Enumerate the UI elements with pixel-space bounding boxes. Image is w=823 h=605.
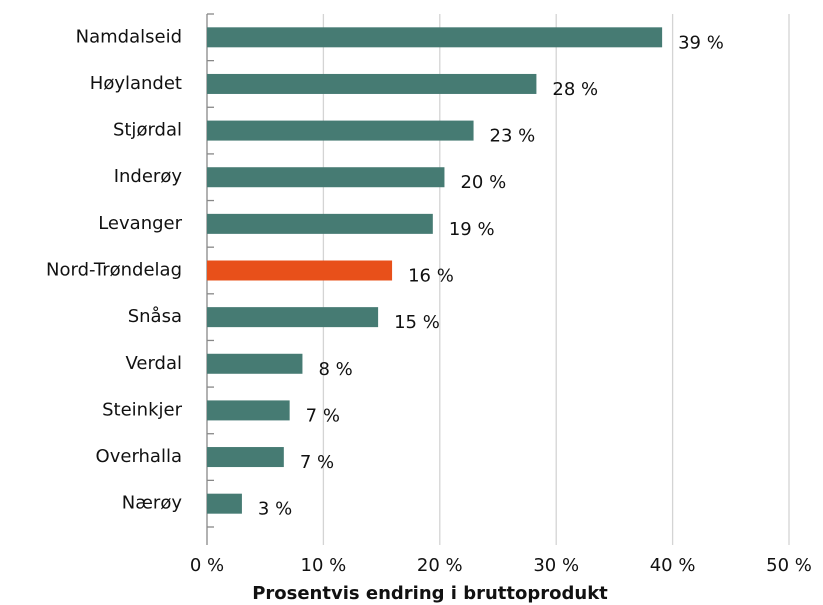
x-tick-label: 20 % bbox=[417, 555, 463, 576]
x-tick-label: 10 % bbox=[301, 555, 347, 576]
bar bbox=[207, 400, 290, 421]
y-tick-label: Verdal bbox=[125, 353, 182, 374]
bar bbox=[207, 260, 393, 281]
value-label: 15 % bbox=[394, 312, 440, 333]
value-label: 28 % bbox=[552, 79, 598, 100]
y-tick-label: Høylandet bbox=[90, 73, 182, 94]
value-label: 16 % bbox=[408, 266, 454, 287]
y-tick-label: Overhalla bbox=[96, 446, 182, 467]
value-label: 19 % bbox=[449, 219, 495, 240]
bar bbox=[207, 353, 303, 374]
value-label: 23 % bbox=[490, 126, 536, 147]
bar bbox=[207, 120, 474, 141]
x-axis-title: Prosentvis endring i bruttoprodukt bbox=[252, 583, 608, 604]
x-tick-label: 0 % bbox=[190, 555, 224, 576]
bar bbox=[207, 167, 445, 188]
x-tick-label: 30 % bbox=[533, 555, 579, 576]
y-tick-label: Stjørdal bbox=[113, 120, 182, 141]
x-tick-label: 40 % bbox=[650, 555, 696, 576]
value-label: 3 % bbox=[258, 499, 292, 520]
value-label: 7 % bbox=[306, 405, 340, 426]
bar bbox=[207, 447, 284, 468]
bar bbox=[207, 493, 242, 514]
x-tick-label: 50 % bbox=[766, 555, 812, 576]
bar bbox=[207, 27, 663, 48]
value-label: 7 % bbox=[300, 452, 334, 473]
y-tick-label: Snåsa bbox=[128, 306, 182, 327]
y-tick-label: Inderøy bbox=[114, 166, 183, 187]
y-tick-label: Namdalseid bbox=[76, 26, 182, 47]
y-tick-label: Levanger bbox=[98, 213, 182, 234]
y-tick-label: Nord-Trøndelag bbox=[46, 260, 182, 281]
bar bbox=[207, 73, 537, 94]
bar bbox=[207, 307, 379, 328]
y-tick-label: Nærøy bbox=[122, 493, 183, 514]
value-label: 39 % bbox=[678, 32, 724, 53]
value-label: 8 % bbox=[318, 359, 352, 380]
y-tick-label: Steinkjer bbox=[102, 399, 182, 420]
value-label: 20 % bbox=[460, 172, 506, 193]
bar bbox=[207, 213, 433, 234]
